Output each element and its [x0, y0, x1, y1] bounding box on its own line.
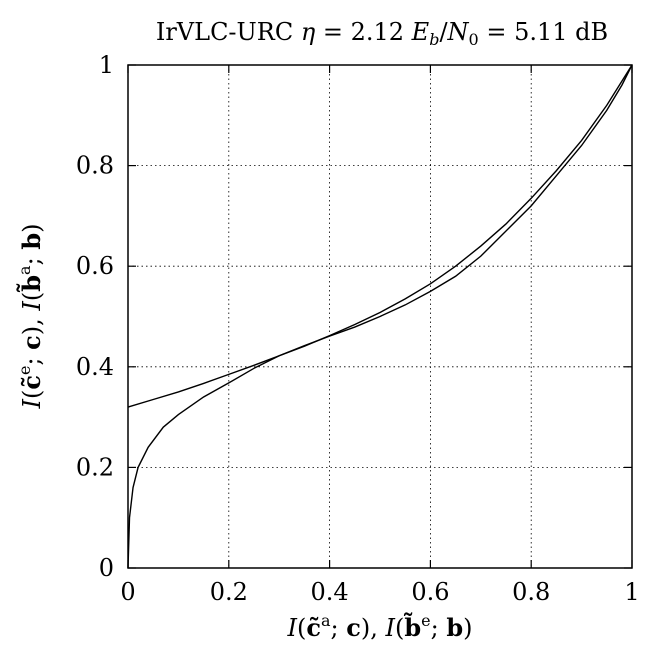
curves: [127, 64, 633, 569]
y-tick-label: 0.2: [76, 453, 114, 481]
y-tick-labels: 0 0.2 0.4 0.6 0.8 1: [76, 51, 114, 582]
y-tick-label: 0: [99, 554, 114, 582]
x-axis-label: I(c̃a; c), I(b̃e; b): [287, 611, 473, 642]
y-tick-label: 0.6: [76, 252, 114, 280]
chart-title: IrVLC-URC η = 2.12 Eb/N0 = 5.11 dB: [156, 18, 608, 49]
x-tick-label: 0.8: [512, 578, 550, 606]
y-tick-label: 1: [99, 51, 114, 79]
x-tick-label: 0.2: [210, 578, 248, 606]
x-tick-label: 0.4: [311, 578, 349, 606]
x-tick-label: 1: [624, 578, 639, 606]
x-tick-label: 0: [120, 578, 135, 606]
series-line-1: [127, 64, 633, 569]
series-line-0: [127, 64, 633, 408]
y-axis-label: I(c̃e; c), I(b̃a; b): [15, 224, 46, 410]
x-tick-label: 0.6: [411, 578, 449, 606]
x-tick-labels: 0 0.2 0.4 0.6 0.8 1: [120, 578, 639, 606]
plot-frame: [127, 64, 633, 569]
y-tick-label: 0.8: [76, 152, 114, 180]
y-tick-label: 0.4: [76, 353, 114, 381]
grid: [128, 65, 632, 568]
